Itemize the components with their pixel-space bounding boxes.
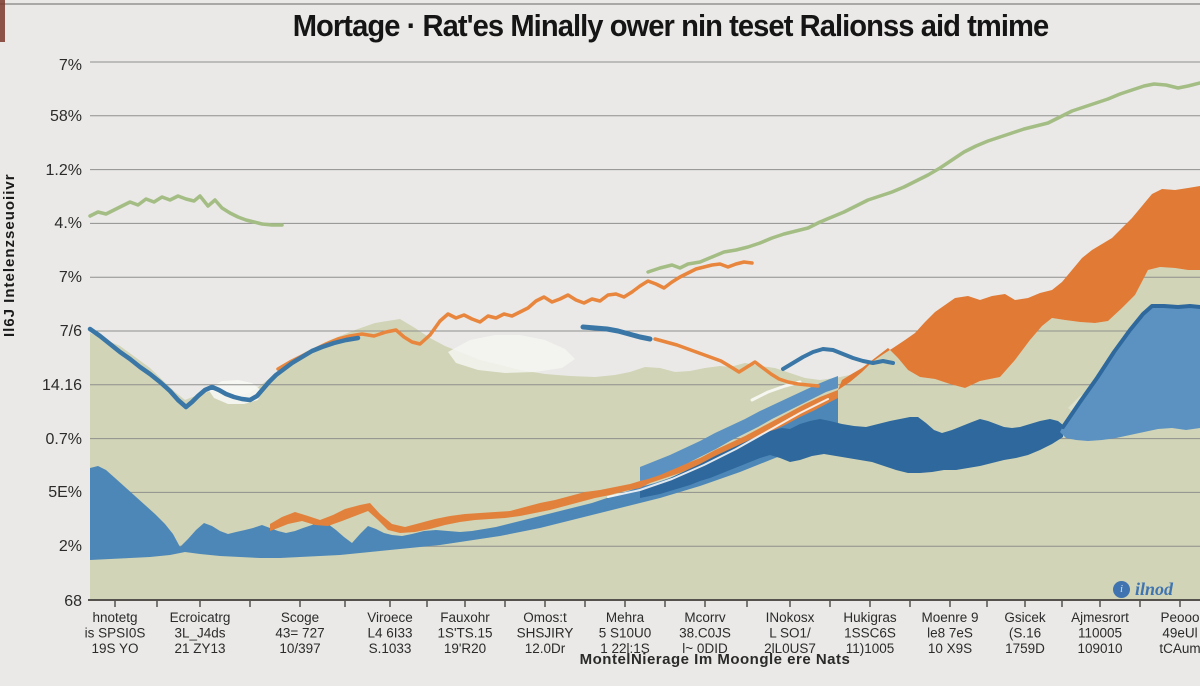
x-tick-label: tCAum (1159, 641, 1200, 656)
corner-mark (0, 0, 5, 42)
y-tick-label: 7% (59, 57, 82, 74)
series-blue-light-right-mass (1060, 306, 1200, 441)
x-tick-label: Ecroicatrg (170, 610, 231, 625)
x-tick-label: SHSJIRY (517, 626, 574, 641)
series-orange-line-descending (653, 337, 820, 388)
x-tick-label: 110005 (1078, 626, 1122, 641)
x-tick-label: Viroece (367, 610, 413, 625)
x-tick-label: S.1033 (369, 641, 412, 656)
x-tick-label: 3L_J4ds (174, 626, 225, 641)
top-border-line (0, 3, 1200, 5)
series-blue-light-stripe (640, 376, 838, 481)
x-tick-label: Scoge (281, 610, 319, 625)
series-blue-line-mid (580, 324, 653, 342)
x-tick-label: Mcorrv (684, 610, 725, 625)
x-tick-label: 38.C0JS (679, 626, 731, 641)
watermark-logo-icon: i (1113, 580, 1130, 598)
series-blue-dark-top-stroke (1061, 304, 1200, 429)
x-tick-label: Ajmesrort (1071, 610, 1129, 625)
x-tick-label: is SPSI0S (85, 626, 146, 641)
x-tick-label: Mehra (606, 610, 645, 625)
x-tick-label: L SO1/ (769, 626, 811, 641)
series-blue-line-right (781, 347, 895, 371)
watermark: i ilnod (1113, 577, 1200, 601)
x-tick-label: 19'R20 (444, 641, 486, 656)
y-tick-label: 2% (59, 538, 82, 555)
watermark-text: ilnod (1135, 578, 1174, 599)
series-blue-line-left-v (87, 326, 361, 410)
y-tick-label: 58% (50, 108, 82, 125)
y-tick-label: 7/6 (60, 323, 82, 340)
series-sage-area (90, 267, 1200, 600)
x-tick-label: 10 X9S (928, 641, 972, 656)
x-tick-label: Hukigras (843, 610, 897, 625)
x-tick-label: 1759D (1005, 641, 1045, 656)
series-orange-band (270, 390, 838, 533)
y-tick-label: 7% (59, 269, 82, 286)
x-tick-label: le8 7eS (927, 626, 973, 641)
series-green-line-left (88, 194, 284, 227)
x-tick-label: 21 ZY13 (174, 641, 225, 656)
x-tick-label: L4 6I33 (367, 626, 412, 641)
x-tick-label: Gsicek (1004, 610, 1046, 625)
y-tick-label: 14.16 (42, 377, 82, 394)
series-green-line-rising (646, 81, 1200, 274)
x-tick-label: Omos:t (523, 610, 567, 625)
x-tick-label: 12.0Dr (525, 641, 566, 656)
x-tick-label: (S.16 (1009, 626, 1041, 641)
y-tick-label: 68 (64, 593, 82, 610)
x-tick-label: 1S'TS.15 (437, 626, 492, 641)
x-tick-label: Fauxohr (440, 610, 490, 625)
x-tick-label: 10/397 (279, 641, 320, 656)
x-axis-title: MontelNierage Im Moongle ere Nats (579, 651, 851, 668)
x-tick-label: 2lL0US7 (764, 641, 816, 656)
x-tick-label: Peooo (1160, 610, 1199, 625)
series-white-separation-line (607, 398, 829, 498)
y-tick-label: 5E% (48, 484, 82, 501)
x-tick-label: 11)1005 (846, 641, 895, 656)
x-tick-label: hnotetg (92, 610, 137, 625)
x-tick-label: 19S YO (91, 641, 138, 656)
x-tick-label: 109010 (1077, 641, 1122, 656)
x-tick-label: l~ 0DID (682, 641, 728, 656)
series-orange-area-right (838, 186, 1200, 390)
x-tick-label: 49eUl (1162, 626, 1197, 641)
chart-title: Mortage · Rat'es Minally ower nin teset … (292, 8, 1050, 43)
y-tick-label: 0.7% (46, 431, 82, 448)
x-tick-label: 5 S10U0 (599, 626, 652, 641)
x-tick-label: Moenre 9 (921, 610, 978, 625)
x-tick-label: 43= 727 (275, 626, 324, 641)
y-tick-label: 4.% (54, 215, 82, 232)
x-tick-label: 1 22l:1S (600, 641, 650, 656)
series-orange-line-rising (276, 260, 754, 371)
y-tick-label: 1.2% (46, 162, 82, 179)
x-tick-label: 1SSC6S (844, 626, 896, 641)
series-white-cloud-b (448, 335, 575, 373)
x-tick-label: INokosx (766, 610, 815, 625)
series-blue-dark-mass (640, 417, 1063, 498)
